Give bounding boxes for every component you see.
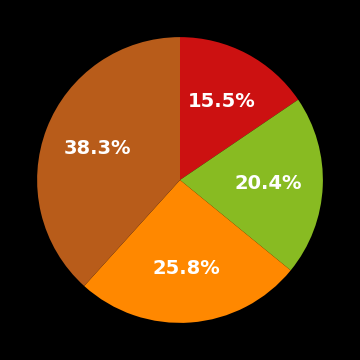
Text: 20.4%: 20.4% (235, 174, 302, 193)
Text: 15.5%: 15.5% (188, 92, 255, 111)
Wedge shape (180, 100, 323, 270)
Text: 38.3%: 38.3% (64, 139, 131, 158)
Wedge shape (37, 37, 180, 286)
Wedge shape (180, 37, 298, 180)
Text: 25.8%: 25.8% (153, 259, 221, 278)
Wedge shape (84, 180, 291, 323)
